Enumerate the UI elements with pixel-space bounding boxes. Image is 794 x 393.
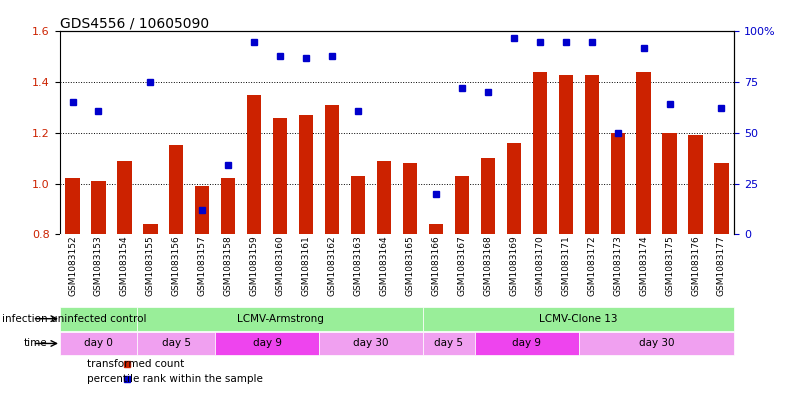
Bar <box>403 163 417 234</box>
Bar <box>247 95 261 234</box>
Bar <box>662 133 676 234</box>
Bar <box>559 75 572 234</box>
Text: day 5: day 5 <box>162 338 191 349</box>
Text: GSM1083170: GSM1083170 <box>535 236 544 296</box>
Bar <box>319 332 423 355</box>
Text: GSM1083177: GSM1083177 <box>717 236 726 296</box>
Bar <box>222 178 235 234</box>
Text: GSM1083158: GSM1083158 <box>224 236 233 296</box>
Text: GSM1083161: GSM1083161 <box>302 236 310 296</box>
Text: GSM1083176: GSM1083176 <box>691 236 700 296</box>
Bar <box>143 224 157 234</box>
Text: GSM1083166: GSM1083166 <box>431 236 441 296</box>
Bar <box>429 224 443 234</box>
Bar <box>688 135 703 234</box>
Text: GSM1083174: GSM1083174 <box>639 236 648 296</box>
Bar <box>273 118 287 234</box>
Text: GSM1083175: GSM1083175 <box>665 236 674 296</box>
Text: GSM1083173: GSM1083173 <box>613 236 622 296</box>
Text: day 5: day 5 <box>434 338 464 349</box>
Bar <box>65 178 79 234</box>
Bar <box>507 143 521 234</box>
Text: GSM1083169: GSM1083169 <box>509 236 518 296</box>
Text: LCMV-Armstrong: LCMV-Armstrong <box>237 314 324 324</box>
Text: GSM1083163: GSM1083163 <box>353 236 363 296</box>
Text: GSM1083164: GSM1083164 <box>380 236 388 296</box>
Bar <box>584 75 599 234</box>
Text: GSM1083155: GSM1083155 <box>146 236 155 296</box>
Bar <box>137 307 423 331</box>
Text: GSM1083153: GSM1083153 <box>94 236 103 296</box>
Text: GSM1083165: GSM1083165 <box>406 236 414 296</box>
Text: GSM1083160: GSM1083160 <box>276 236 285 296</box>
Text: GSM1083152: GSM1083152 <box>68 236 77 296</box>
Bar <box>377 161 391 234</box>
Text: GSM1083168: GSM1083168 <box>484 236 492 296</box>
Text: GSM1083162: GSM1083162 <box>328 236 337 296</box>
Bar <box>137 332 215 355</box>
Text: GSM1083167: GSM1083167 <box>457 236 466 296</box>
Bar <box>169 145 183 234</box>
Text: percentile rank within the sample: percentile rank within the sample <box>87 374 263 384</box>
Text: GSM1083154: GSM1083154 <box>120 236 129 296</box>
Bar <box>611 133 625 234</box>
Text: time: time <box>24 338 48 349</box>
Bar <box>579 332 734 355</box>
Bar <box>351 176 365 234</box>
Text: infection: infection <box>2 314 48 324</box>
Bar <box>215 332 319 355</box>
Bar <box>118 161 132 234</box>
Text: GSM1083172: GSM1083172 <box>588 236 596 296</box>
Bar <box>325 105 339 234</box>
Text: day 9: day 9 <box>512 338 542 349</box>
Bar <box>455 176 469 234</box>
Text: GDS4556 / 10605090: GDS4556 / 10605090 <box>60 16 209 30</box>
Bar <box>60 307 137 331</box>
Bar <box>423 332 475 355</box>
Bar <box>91 181 106 234</box>
Text: day 0: day 0 <box>84 338 113 349</box>
Bar <box>480 158 495 234</box>
Text: day 30: day 30 <box>639 338 674 349</box>
Text: GSM1083156: GSM1083156 <box>172 236 181 296</box>
Text: GSM1083171: GSM1083171 <box>561 236 570 296</box>
Text: transformed count: transformed count <box>87 359 183 369</box>
Bar <box>475 332 579 355</box>
Bar <box>637 72 651 234</box>
Bar <box>299 115 314 234</box>
Text: LCMV-Clone 13: LCMV-Clone 13 <box>539 314 618 324</box>
Bar <box>195 186 210 234</box>
Bar <box>533 72 547 234</box>
Text: uninfected control: uninfected control <box>51 314 146 324</box>
Bar <box>423 307 734 331</box>
Text: day 30: day 30 <box>353 338 389 349</box>
Text: day 9: day 9 <box>252 338 282 349</box>
Bar <box>715 163 729 234</box>
Bar <box>60 332 137 355</box>
Text: GSM1083157: GSM1083157 <box>198 236 206 296</box>
Text: GSM1083159: GSM1083159 <box>250 236 259 296</box>
